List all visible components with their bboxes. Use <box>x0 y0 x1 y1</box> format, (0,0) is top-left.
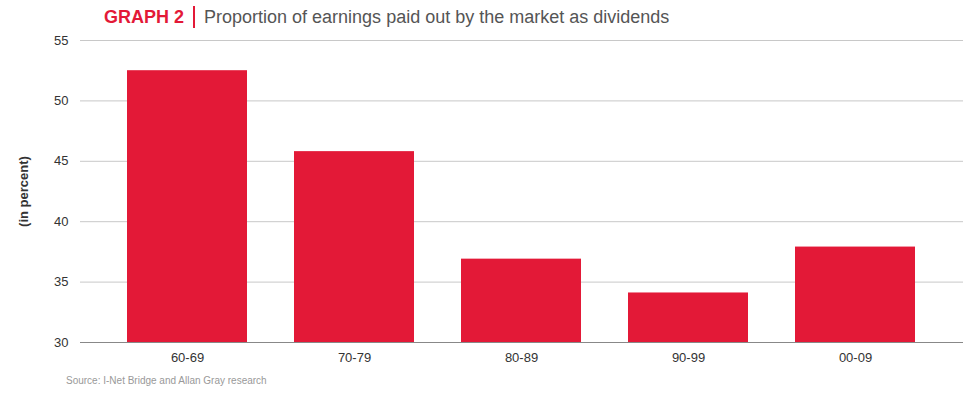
svg-text:90-99: 90-99 <box>672 350 705 365</box>
html-text:GRAPH 2: GRAPH 2 <box>104 7 184 27</box>
svg-text:50: 50 <box>54 93 68 108</box>
svg-text:00-09: 00-09 <box>839 350 872 365</box>
svg-text:30: 30 <box>54 335 68 350</box>
svg-text:80-89: 80-89 <box>505 350 538 365</box>
svg-text:55: 55 <box>54 33 68 48</box>
svg-text:35: 35 <box>54 274 68 289</box>
svg-text:60-69: 60-69 <box>171 350 204 365</box>
svg-text:45: 45 <box>54 153 68 168</box>
svg-text:70-79: 70-79 <box>338 350 371 365</box>
html-text:Proportion of earnings paid ou: Proportion of earnings paid out by the m… <box>204 7 670 27</box>
svg-text:40: 40 <box>54 214 68 229</box>
html-text:Source: I-Net Bridge and Allan: Source: I-Net Bridge and Allan Gray rese… <box>66 375 267 386</box>
svg-text:(in percent): (in percent) <box>16 156 31 227</box>
